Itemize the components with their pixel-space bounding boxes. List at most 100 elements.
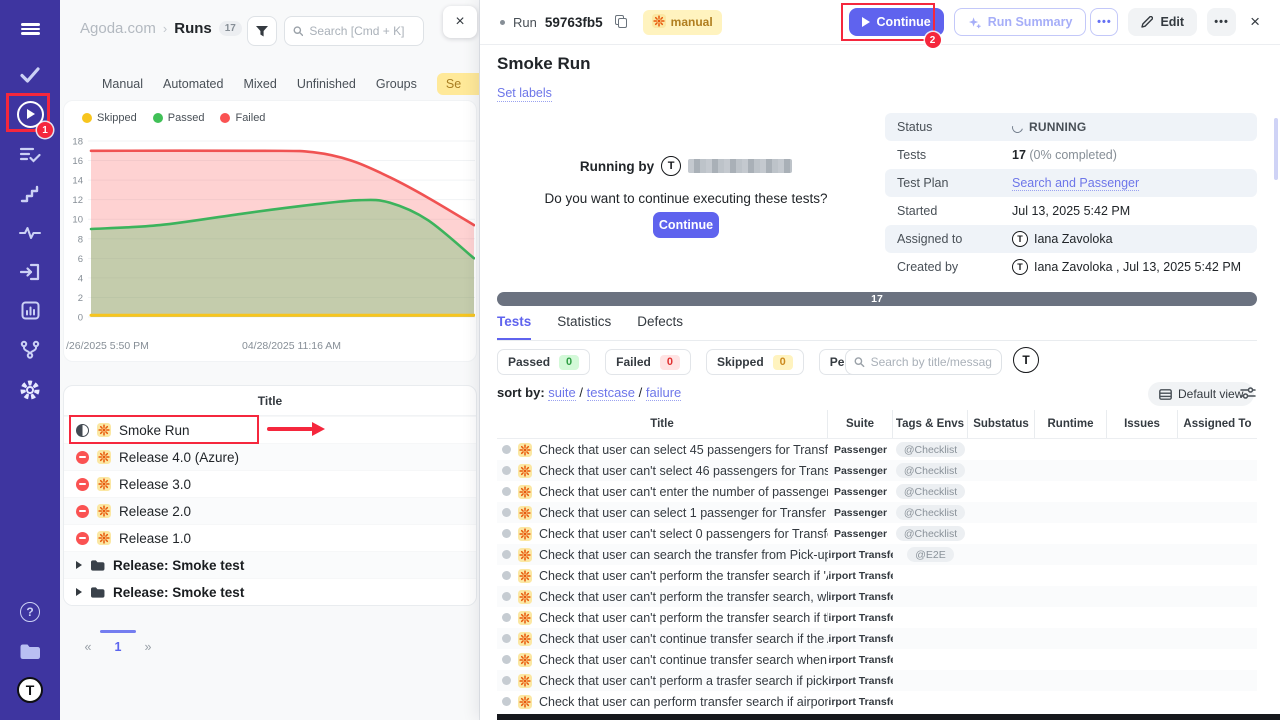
burst-emoji-icon xyxy=(518,484,532,499)
column-header-issues[interactable]: Issues xyxy=(1107,410,1178,438)
run-row[interactable]: Release 1.0 xyxy=(64,524,476,551)
scrollbar-thumb[interactable] xyxy=(1274,118,1278,180)
column-header-runtime[interactable]: Runtime xyxy=(1035,410,1107,438)
set-labels-link[interactable]: Set labels xyxy=(497,86,552,102)
default-view-button[interactable]: Default view xyxy=(1148,382,1255,406)
panel-close-button[interactable]: × xyxy=(443,6,477,38)
reports-chart-icon[interactable] xyxy=(0,295,60,325)
runs-play-icon[interactable] xyxy=(0,99,60,129)
filter-button[interactable] xyxy=(247,16,277,46)
column-settings-icon[interactable] xyxy=(1240,386,1256,405)
edit-button[interactable]: Edit xyxy=(1128,8,1198,36)
test-plans-icon[interactable] xyxy=(0,140,60,170)
test-row[interactable]: Check that user can't enter the number o… xyxy=(497,481,1257,502)
sort-link-testcase[interactable]: testcase xyxy=(586,385,636,401)
settings-gear-icon[interactable] xyxy=(0,375,60,405)
tab-statistics[interactable]: Statistics xyxy=(557,314,612,329)
tab-groups[interactable]: Groups xyxy=(375,77,417,91)
tests-check-icon[interactable] xyxy=(0,60,60,90)
test-row[interactable]: Check that user can't select 46 passenge… xyxy=(497,460,1257,481)
play-icon xyxy=(861,17,870,27)
runs-search[interactable] xyxy=(284,16,424,46)
burst-emoji-icon xyxy=(97,450,111,464)
pagination-prev[interactable]: « xyxy=(84,640,92,654)
pending-status-icon xyxy=(502,634,511,643)
logo-avatar[interactable]: T xyxy=(0,674,60,706)
import-icon[interactable] xyxy=(0,257,60,287)
copy-run-id-icon[interactable] xyxy=(614,15,629,29)
column-header-substatus[interactable]: Substatus xyxy=(968,410,1035,438)
column-header-title[interactable]: Title xyxy=(497,410,828,438)
menu-icon[interactable] xyxy=(0,14,60,44)
test-row[interactable]: Check that user can select 1 passenger f… xyxy=(497,502,1257,523)
run-summary-button[interactable]: Run Summary xyxy=(953,8,1087,36)
milestones-steps-icon[interactable] xyxy=(0,179,60,209)
run-row[interactable]: Release 4.0 (Azure) xyxy=(64,443,476,470)
pagination-page-1[interactable]: 1 xyxy=(114,640,122,654)
run-row[interactable]: Release 3.0 xyxy=(64,470,476,497)
close-run-button[interactable]: × xyxy=(1250,12,1260,31)
run-summary-more-button[interactable]: ••• xyxy=(1090,8,1119,36)
filter-chip-failed[interactable]: Failed 0 xyxy=(605,349,691,375)
run-bullet-icon xyxy=(500,19,505,25)
test-row[interactable]: Check that user can't perform the transf… xyxy=(497,607,1257,628)
pulse-activity-icon[interactable] xyxy=(0,218,60,248)
tab-defects[interactable]: Defects xyxy=(637,314,684,329)
run-title: Release 4.0 (Azure) xyxy=(119,449,240,465)
svg-text:6: 6 xyxy=(78,254,83,265)
test-row[interactable]: Check that user can't perform the transf… xyxy=(497,565,1257,586)
run-title: Release: Smoke test xyxy=(113,584,245,600)
sort-link-failure[interactable]: failure xyxy=(645,385,682,401)
burst-emoji-icon xyxy=(518,673,532,688)
test-plan-link[interactable]: Search and Passenger xyxy=(1012,175,1140,191)
runs-search-input[interactable] xyxy=(309,24,415,38)
test-title-cell: Check that user can't enter the number o… xyxy=(497,484,828,499)
column-header-assigned-to[interactable]: Assigned To xyxy=(1183,418,1252,430)
runs-filter-tabs: Manual Automated Mixed Unfinished Groups Se xyxy=(82,72,479,96)
test-row[interactable]: Check that user can't select 0 passenger… xyxy=(497,523,1257,544)
assignee-filter-avatar[interactable]: T xyxy=(1013,347,1039,373)
tab-unfinished[interactable]: Unfinished xyxy=(296,77,356,91)
breadcrumb-project[interactable]: Agoda.com xyxy=(80,20,156,37)
tab-mixed[interactable]: Mixed xyxy=(243,77,277,91)
legend-item-skipped: Skipped xyxy=(82,112,137,124)
test-row[interactable]: Check that user can't continue transfer … xyxy=(497,628,1257,649)
branches-icon[interactable] xyxy=(0,334,60,364)
test-row[interactable]: Check that user can search the transfer … xyxy=(497,544,1257,565)
burst-emoji-icon xyxy=(518,547,532,562)
column-header-suite[interactable]: Suite xyxy=(828,410,893,438)
detail-row: Started Jul 13, 2025 5:42 PM xyxy=(885,197,1257,225)
tab-tests[interactable]: Tests xyxy=(497,314,532,340)
filter-chip-passed[interactable]: Passed 0 xyxy=(497,349,591,375)
more-actions-button[interactable]: ••• xyxy=(1207,8,1237,36)
column-header-tags-envs[interactable]: Tags & Envs xyxy=(893,410,968,438)
continue-center-button[interactable]: Continue xyxy=(653,212,719,238)
test-row[interactable]: Check that user can't perform a trasfer … xyxy=(497,670,1257,691)
filter-chip-skipped[interactable]: Skipped 0 xyxy=(705,349,804,375)
test-row[interactable]: Check that user can't perform the transf… xyxy=(497,586,1257,607)
tests-search-input[interactable] xyxy=(870,355,993,369)
expand-caret-icon[interactable] xyxy=(76,588,82,596)
tab-automated[interactable]: Automated xyxy=(163,77,224,91)
pagination-next[interactable]: » xyxy=(144,640,152,654)
svg-text:14: 14 xyxy=(72,176,83,187)
tests-search[interactable] xyxy=(845,349,1002,375)
run-row[interactable]: Release: Smoke test xyxy=(64,551,476,578)
test-row[interactable]: Check that user can perform transfer sea… xyxy=(497,691,1257,712)
breadcrumb-page[interactable]: Runs xyxy=(174,20,212,37)
continue-button[interactable]: Continue xyxy=(848,8,944,36)
run-row[interactable]: Release: Smoke test xyxy=(64,578,476,605)
expand-caret-icon[interactable] xyxy=(76,561,82,569)
run-row[interactable]: Release 2.0 xyxy=(64,497,476,524)
test-row[interactable]: Check that user can select 45 passengers… xyxy=(497,439,1257,460)
help-icon[interactable]: ? xyxy=(0,597,60,627)
test-row[interactable]: Check that user can't continue transfer … xyxy=(497,649,1257,670)
test-suite-cell: Airport Transfer xyxy=(828,548,893,561)
tab-manual[interactable]: Manual xyxy=(102,77,143,91)
sort-link-suite[interactable]: suite xyxy=(548,385,576,401)
tag-pill: @Checklist xyxy=(895,526,966,541)
pending-status-icon xyxy=(502,550,511,559)
projects-folder-icon[interactable] xyxy=(0,636,60,666)
tab-se[interactable]: Se xyxy=(436,73,479,95)
test-title-cell: Check that user can select 45 passengers… xyxy=(497,442,828,457)
